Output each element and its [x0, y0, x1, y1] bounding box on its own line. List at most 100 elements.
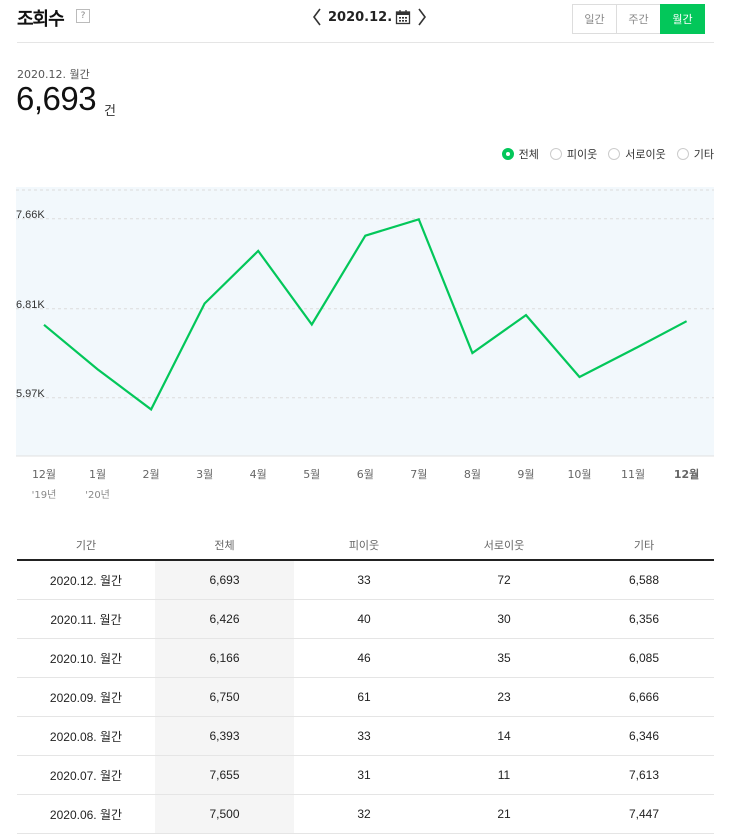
cell-period: 2020.11. 월간	[17, 599, 155, 639]
x-tick-label: 12월	[674, 467, 699, 481]
series-filter: 전체 피이웃 서로이웃 기타	[491, 146, 714, 162]
cell-period: 2020.06. 월간	[17, 794, 155, 834]
radio-icon	[676, 148, 689, 160]
cell-mutual-neighbor: 35	[434, 638, 574, 678]
x-tick-label: 12월	[32, 468, 56, 481]
x-tick-label: 3월	[196, 468, 213, 481]
cell-total: 6,693	[155, 560, 294, 600]
help-icon[interactable]: ?	[76, 9, 90, 23]
cell-neighbor: 40	[294, 599, 434, 639]
cell-neighbor: 61	[294, 677, 434, 717]
chevron-left-icon	[313, 8, 321, 26]
cell-mutual-neighbor: 23	[434, 677, 574, 717]
x-tick-label: 10월	[567, 468, 591, 481]
views-line-chart: 7.66K 6.81K 5.97K 12월 1월 2월 3월 4월 5월 6월 7월 8월 9월 10월 1…	[16, 187, 714, 501]
table-row: 2020.06. 월간 7,500 32 21 7,447	[17, 794, 714, 834]
x-tick-label: 7월	[410, 468, 427, 481]
filter-label: 전체	[518, 148, 539, 161]
cell-neighbor: 31	[294, 755, 434, 795]
cell-total: 6,166	[155, 638, 294, 678]
cell-other: 6,356	[574, 599, 714, 639]
table-header-row: 기간 전체 피이웃 서로이웃 기타	[17, 530, 714, 561]
period-tabs: 일간 주간 월간	[572, 4, 705, 34]
cell-period: 2020.08. 월간	[17, 716, 155, 756]
radio-icon	[549, 148, 562, 160]
cell-other: 6,346	[574, 716, 714, 756]
tab-weekly[interactable]: 주간	[616, 4, 661, 34]
cell-total: 6,750	[155, 677, 294, 717]
y-tick-label: 7.66K	[16, 209, 45, 221]
summary-period: 2020.12. 월간	[17, 68, 90, 81]
cell-neighbor: 33	[294, 560, 434, 600]
stats-table: 기간 전체 피이웃 서로이웃 기타 2020.12. 월간 6,693 33 7…	[17, 530, 714, 834]
table-row: 2020.09. 월간 6,750 61 23 6,666	[17, 677, 714, 717]
x-tick-label: 4월	[250, 468, 267, 481]
total-unit: 건	[104, 104, 116, 119]
x-year-label: '20년	[85, 489, 110, 501]
cell-period: 2020.12. 월간	[17, 560, 155, 600]
x-year-label: '19년	[32, 489, 57, 501]
cell-total: 6,426	[155, 599, 294, 639]
calendar-icon[interactable]	[395, 9, 411, 25]
table-row: 2020.10. 월간 6,166 46 35 6,085	[17, 638, 714, 678]
filter-other[interactable]: 기타	[676, 146, 714, 162]
filter-all[interactable]: 전체	[501, 146, 539, 162]
col-header-total: 전체	[155, 530, 294, 561]
header-divider	[17, 42, 714, 43]
y-tick-label: 5.97K	[16, 388, 45, 400]
x-tick-label: 11월	[621, 468, 645, 481]
x-tick-label: 6월	[357, 468, 374, 481]
cell-mutual-neighbor: 72	[434, 560, 574, 600]
cell-mutual-neighbor: 11	[434, 755, 574, 795]
col-header-other: 기타	[574, 530, 714, 561]
cell-mutual-neighbor: 21	[434, 794, 574, 834]
cell-other: 6,085	[574, 638, 714, 678]
x-tick-label: 8월	[464, 468, 481, 481]
cell-period: 2020.10. 월간	[17, 638, 155, 678]
cell-other: 7,613	[574, 755, 714, 795]
filter-label: 서로이웃	[625, 148, 666, 161]
previous-month-button[interactable]	[310, 7, 324, 27]
total-count: 6,693	[16, 80, 97, 117]
tab-daily[interactable]: 일간	[572, 4, 617, 34]
filter-mutual-neighbor[interactable]: 서로이웃	[608, 146, 666, 162]
cell-other: 7,447	[574, 794, 714, 834]
filter-label: 피이웃	[566, 148, 598, 161]
cell-other: 6,666	[574, 677, 714, 717]
y-tick-label: 6.81K	[16, 299, 45, 311]
cell-other: 6,588	[574, 560, 714, 600]
filter-neighbor[interactable]: 피이웃	[549, 146, 598, 162]
chart-plot-area	[16, 187, 714, 456]
cell-neighbor: 33	[294, 716, 434, 756]
cell-total: 7,655	[155, 755, 294, 795]
radio-icon	[501, 148, 514, 160]
current-date-label: 2020.12.	[328, 9, 393, 25]
cell-period: 2020.09. 월간	[17, 677, 155, 717]
next-month-button[interactable]	[415, 7, 429, 27]
filter-label: 기타	[693, 148, 714, 161]
table-row: 2020.12. 월간 6,693 33 72 6,588	[17, 560, 714, 600]
page-title: 조회수	[17, 9, 65, 30]
date-navigator: 2020.12.	[310, 6, 429, 28]
x-tick-label: 1월	[89, 468, 106, 481]
x-tick-label: 5월	[303, 468, 320, 481]
radio-icon	[608, 148, 621, 160]
cell-total: 6,393	[155, 716, 294, 756]
cell-total: 7,500	[155, 794, 294, 834]
tab-monthly[interactable]: 월간	[660, 4, 705, 34]
cell-neighbor: 32	[294, 794, 434, 834]
x-tick-label: 9월	[517, 468, 534, 481]
cell-mutual-neighbor: 30	[434, 599, 574, 639]
table-row: 2020.11. 월간 6,426 40 30 6,356	[17, 599, 714, 639]
chevron-right-icon	[418, 8, 427, 26]
cell-period: 2020.07. 월간	[17, 755, 155, 795]
col-header-neighbor: 피이웃	[294, 530, 434, 561]
col-header-period: 기간	[17, 530, 155, 561]
cell-mutual-neighbor: 14	[434, 716, 574, 756]
col-header-mutual-neighbor: 서로이웃	[434, 530, 574, 561]
header: 조회수 ? 2020.12. 일간 주간 월간	[0, 0, 743, 44]
table-row: 2020.08. 월간 6,393 33 14 6,346	[17, 716, 714, 756]
cell-neighbor: 46	[294, 638, 434, 678]
x-tick-label: 2월	[143, 468, 160, 481]
series-line-total	[43, 217, 688, 412]
